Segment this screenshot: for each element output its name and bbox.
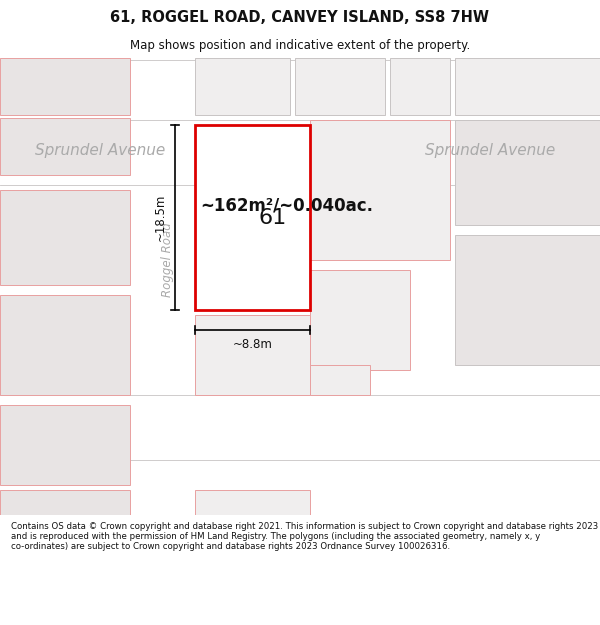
Text: Sprundel Avenue: Sprundel Avenue [35, 142, 165, 158]
Bar [195, 58, 290, 115]
Bar [195, 490, 310, 515]
Text: Contains OS data © Crown copyright and database right 2021. This information is : Contains OS data © Crown copyright and d… [11, 522, 598, 551]
Bar [455, 58, 600, 115]
Bar [0, 190, 130, 285]
Bar [0, 490, 130, 515]
Bar [195, 315, 310, 395]
Text: 61, ROGGEL ROAD, CANVEY ISLAND, SS8 7HW: 61, ROGGEL ROAD, CANVEY ISLAND, SS8 7HW [110, 10, 490, 25]
Text: ~162m²/~0.040ac.: ~162m²/~0.040ac. [200, 196, 373, 214]
Text: ~8.8m: ~8.8m [233, 338, 272, 351]
Bar [295, 58, 385, 115]
Text: Map shows position and indicative extent of the property.: Map shows position and indicative extent… [130, 39, 470, 51]
Bar [390, 58, 450, 115]
Text: ~18.5m: ~18.5m [154, 194, 167, 241]
Bar [310, 120, 450, 260]
Bar [0, 405, 130, 485]
Bar [0, 295, 130, 395]
Text: Roggel Road: Roggel Road [161, 222, 173, 298]
Bar [455, 120, 600, 225]
Bar [195, 125, 310, 310]
Bar [0, 118, 130, 175]
Bar [0, 58, 130, 115]
Bar [310, 270, 410, 370]
Bar [310, 365, 370, 395]
Text: Sprundel Avenue: Sprundel Avenue [425, 142, 555, 158]
Bar [455, 235, 600, 365]
Text: 61: 61 [259, 208, 287, 227]
